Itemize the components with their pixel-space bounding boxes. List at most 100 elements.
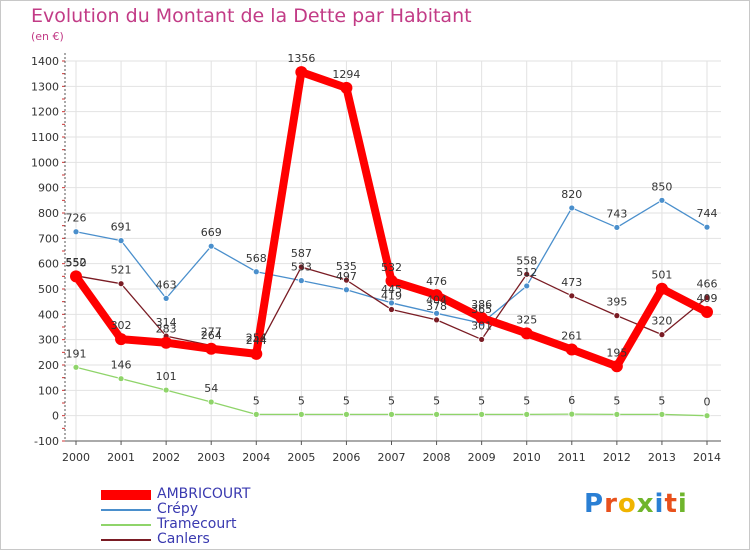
data-label: 386 — [471, 298, 492, 311]
legend-swatch — [101, 508, 151, 511]
data-point — [433, 410, 440, 418]
data-label: 365 — [471, 303, 492, 316]
x-tick-label: 2006 — [332, 451, 360, 464]
data-label: 820 — [561, 188, 582, 201]
data-label: 445 — [381, 283, 402, 296]
data-point — [340, 81, 353, 94]
data-point — [252, 410, 260, 418]
y-tick-label: 1000 — [31, 156, 59, 169]
data-point — [523, 410, 531, 418]
data-labels: 726 691 463 669 568 533 497 445 404 365 512 820 743 8… — [66, 52, 718, 409]
y-tick-label: 0 — [52, 410, 59, 423]
data-label: 0 — [704, 396, 711, 409]
data-point — [160, 336, 173, 349]
data-point — [117, 375, 125, 383]
x-tick-label: 2013 — [648, 451, 676, 464]
data-point — [568, 292, 576, 300]
data-point — [520, 327, 533, 340]
data-label: 301 — [471, 319, 492, 332]
data-point — [343, 286, 350, 294]
x-tick-label: 2012 — [603, 451, 631, 464]
data-point — [475, 311, 488, 324]
data-label: 850 — [651, 180, 672, 193]
data-label: 244 — [246, 334, 267, 347]
data-point — [478, 336, 486, 343]
data-label: 535 — [336, 260, 357, 273]
data-point — [297, 263, 305, 271]
axes: -100 0 100 200 300 400 500 600 700 800 900 1000 1100… — [31, 53, 721, 464]
data-label: 146 — [111, 359, 132, 372]
data-label: 512 — [516, 266, 537, 279]
data-point — [433, 309, 440, 317]
data-point — [205, 342, 218, 355]
y-tick-label: 700 — [38, 232, 59, 245]
logo-letter: x — [636, 489, 655, 519]
data-label: 325 — [516, 313, 537, 326]
x-tick-label: 2000 — [62, 451, 90, 464]
data-point — [295, 66, 308, 79]
grid — [65, 60, 721, 442]
data-label: 726 — [66, 212, 87, 225]
data-label: 5 — [253, 394, 260, 407]
legend-label: Crépy — [157, 501, 199, 517]
y-tick-label: 1100 — [31, 131, 59, 144]
data-label: 277 — [201, 325, 222, 338]
data-label: 5 — [388, 394, 395, 407]
x-tick-label: 2010 — [513, 451, 541, 464]
data-point — [207, 242, 215, 250]
data-label: 5 — [478, 394, 485, 407]
data-point — [207, 398, 215, 406]
logo-letter: i — [654, 489, 665, 519]
data-point — [655, 282, 668, 295]
data-label: 6 — [568, 394, 575, 407]
y-tick-label: 200 — [38, 359, 59, 372]
y-tick-label: 900 — [38, 182, 59, 195]
data-label: 463 — [156, 278, 177, 291]
data-label: 550 — [66, 256, 87, 269]
data-label: 1294 — [332, 68, 360, 81]
data-point — [388, 410, 395, 418]
data-label: 473 — [561, 276, 582, 289]
series-lines — [70, 66, 713, 420]
y-tick-label: 300 — [38, 334, 59, 347]
data-point — [430, 289, 443, 302]
data-label: 743 — [606, 207, 627, 220]
legend-swatch — [101, 489, 151, 500]
data-point — [162, 386, 170, 394]
data-label: 419 — [381, 290, 402, 303]
legend-label: Canlers — [157, 531, 210, 547]
data-label: 587 — [291, 247, 312, 260]
data-point — [703, 412, 711, 420]
y-tick-label: -100 — [34, 435, 59, 448]
chart-title: Evolution du Montant de la Dette par Hab… — [31, 5, 472, 27]
data-label: 5 — [298, 394, 305, 407]
data-label: 195 — [606, 346, 627, 359]
x-tick-label: 2004 — [242, 451, 270, 464]
data-label: 691 — [111, 221, 132, 234]
data-point — [117, 280, 125, 288]
logo-letter: i — [677, 489, 688, 519]
logo-letter: r — [604, 489, 618, 519]
data-point — [613, 312, 621, 320]
logo-letter: o — [617, 489, 637, 519]
x-tick-label: 2002 — [152, 451, 180, 464]
legend-swatch — [101, 538, 151, 541]
data-label: 744 — [697, 207, 718, 220]
data-point — [478, 410, 486, 418]
data-point — [610, 360, 623, 373]
data-label: 404 — [426, 293, 447, 306]
y-tick-label: 100 — [38, 384, 59, 397]
data-label: 395 — [606, 296, 627, 309]
proxiti-logo: Proxiti — [584, 489, 688, 519]
data-label: 533 — [291, 261, 312, 274]
data-label: 521 — [111, 264, 132, 277]
data-point — [162, 294, 170, 302]
x-tick-label: 2007 — [378, 451, 406, 464]
data-label: 314 — [156, 316, 177, 329]
data-point — [523, 282, 531, 290]
y-tick-label: 800 — [38, 207, 59, 220]
data-label: 5 — [343, 394, 350, 407]
data-point — [385, 274, 398, 287]
data-label: 466 — [697, 278, 718, 291]
